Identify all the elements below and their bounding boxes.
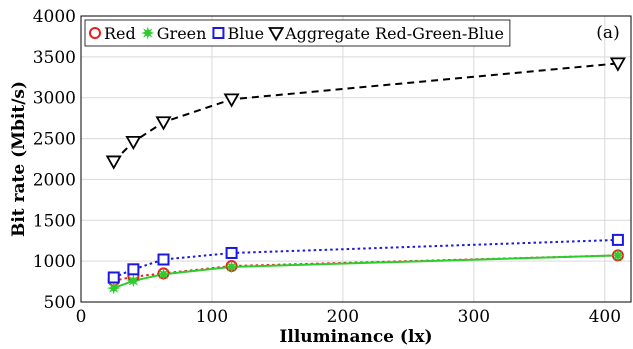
plot-frame <box>80 15 632 303</box>
legend-label-red: Red <box>104 24 136 43</box>
legend-marker-aggregate-red-green-blue <box>268 27 285 42</box>
data-point-green <box>156 267 171 281</box>
panel-label: (a) <box>596 23 619 43</box>
data-point-aggregate-red-green-blue <box>609 57 626 72</box>
data-point-green <box>126 274 140 288</box>
y-tick-label: 3500 <box>33 48 76 68</box>
series-markers <box>105 57 626 295</box>
data-point-green <box>611 248 625 263</box>
data-point-aggregate-red-green-blue <box>125 135 142 151</box>
data-point-blue <box>107 271 120 284</box>
grid-lines <box>80 15 631 303</box>
x-tick-label: 300 <box>458 307 490 327</box>
x-tick-label: 200 <box>327 307 359 327</box>
x-tick-labels: 0 100 200 300 400 <box>76 307 621 327</box>
y-tick-label: 2500 <box>33 130 76 150</box>
y-tick-label: 3000 <box>33 89 76 109</box>
x-tick-label: 100 <box>196 307 228 327</box>
y-tick-label: 1500 <box>33 211 76 231</box>
data-point-blue <box>157 253 170 266</box>
plot-area <box>81 16 631 302</box>
data-point-aggregate-red-green-blue <box>223 93 240 108</box>
y-tick-label: 500 <box>44 293 76 313</box>
legend: Red Green Blue Aggregate Red-Green-Blue <box>84 19 511 47</box>
legend-marker-blue <box>212 27 225 39</box>
y-axis-title: Bit rate (Mbit/s) <box>9 81 29 237</box>
legend-marker-green <box>141 26 155 40</box>
legend-label-green: Green <box>157 24 207 43</box>
legend-marker-red <box>89 27 101 39</box>
y-tick-label: 1000 <box>33 252 76 272</box>
data-point-green <box>107 281 121 295</box>
data-point-green <box>224 260 239 274</box>
legend-box <box>84 19 511 47</box>
data-point-aggregate-red-green-blue <box>155 116 172 131</box>
data-point-blue <box>611 233 624 246</box>
x-axis-title: Illuminance (lx) <box>279 327 432 347</box>
y-tick-label: 4000 <box>33 7 76 27</box>
y-tick-labels: 500 1000 1500 2000 2500 3000 3500 4000 <box>33 7 76 313</box>
data-point-aggregate-red-green-blue <box>105 155 122 170</box>
x-tick-label: 400 <box>589 307 621 327</box>
data-point-blue <box>225 246 238 259</box>
y-tick-label: 2000 <box>33 170 76 190</box>
legend-label-aggregate-red-green-blue: Aggregate Red-Green-Blue <box>284 24 504 43</box>
x-tick-label: 0 <box>76 307 87 327</box>
legend-label-blue: Blue <box>227 24 264 43</box>
data-point-blue <box>127 263 140 276</box>
